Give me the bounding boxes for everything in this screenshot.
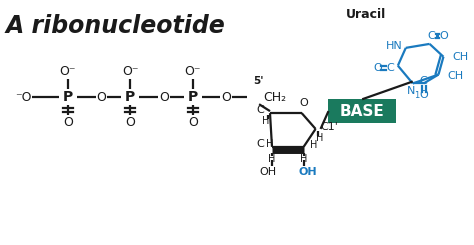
Text: CH: CH [447,71,464,81]
Text: 5': 5' [253,76,264,86]
FancyBboxPatch shape [328,99,396,123]
Text: H: H [266,139,273,149]
Text: C: C [428,31,436,41]
Text: H: H [316,133,323,143]
Text: O⁻: O⁻ [122,65,138,78]
Text: O: O [125,116,135,130]
Text: P: P [125,90,136,104]
Text: H: H [268,154,276,164]
Text: 1: 1 [414,91,419,100]
Text: OH: OH [298,167,317,177]
Text: CH: CH [452,52,468,62]
Text: HN: HN [385,41,402,51]
Text: C: C [256,105,264,115]
Text: O: O [221,91,231,104]
Text: O: O [374,63,383,73]
Text: BASE: BASE [340,104,384,119]
Text: C1': C1' [320,122,338,132]
Text: O⁻: O⁻ [60,65,76,78]
Text: ⁻O: ⁻O [15,91,31,104]
Text: P: P [188,90,198,104]
Text: CH₂: CH₂ [263,91,286,104]
Text: O: O [419,90,428,100]
Text: C: C [256,139,264,149]
Text: H: H [262,116,270,126]
Text: O⁻: O⁻ [184,65,201,78]
Text: H: H [310,140,317,150]
Text: C: C [420,76,428,86]
Text: O: O [299,98,308,108]
Text: P: P [63,90,73,104]
Text: O: O [97,91,107,104]
Text: N: N [407,86,415,96]
Text: Uracil: Uracil [346,8,386,21]
Text: O: O [63,116,73,130]
Text: O: O [439,31,448,41]
Text: OH: OH [259,167,277,177]
Text: H: H [300,154,307,164]
Text: O: O [188,116,198,130]
Text: C: C [386,63,394,73]
Text: A ribonucleotide: A ribonucleotide [5,14,225,38]
Text: O: O [159,91,169,104]
